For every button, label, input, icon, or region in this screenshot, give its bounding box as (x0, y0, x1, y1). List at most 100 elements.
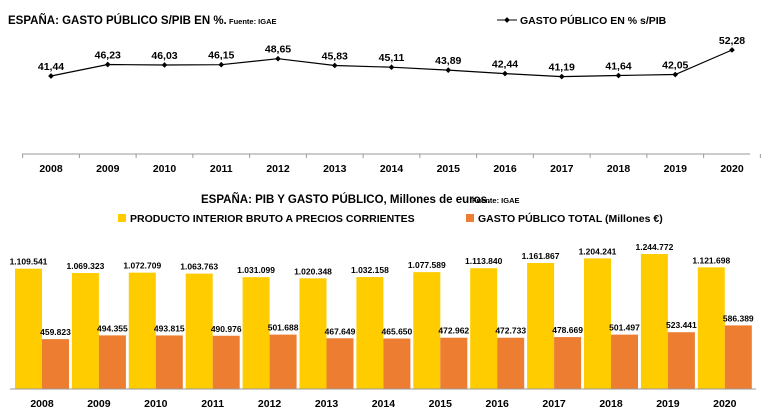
bar-x-tick-label-2010: 2010 (144, 398, 168, 410)
bar-pib-2009 (71, 273, 99, 389)
legend-swatch-gasto (466, 214, 474, 222)
bar-chart-legend: PRODUCTO INTERIOR BRUTO A PRECIOS CORRIE… (118, 212, 663, 225)
bar-x-tick-label-2008: 2008 (30, 398, 54, 410)
bar-x-tick-label-2017: 2017 (542, 398, 566, 410)
bar-chart-data-labels: 1.109.541 459.823 1.069.323 494.355 1.072.70… (10, 242, 754, 337)
bar-chart-source: Fuente: IGAE (472, 196, 520, 205)
line-point-2016 (502, 70, 508, 77)
line-point-2018 (615, 72, 622, 79)
bar-x-tick-label-2015: 2015 (429, 398, 453, 410)
bar-label-gasto-2019: 523.441 (666, 320, 697, 330)
bar-pib-2012 (242, 277, 270, 389)
bar-pib-2017 (527, 262, 555, 389)
bar-gasto-2019 (667, 332, 695, 389)
bar-chart: ESPAÑA: PIB Y GASTO PÚBLICO, Millones de… (10, 193, 756, 410)
bar-label-gasto-2018: 501.497 (609, 323, 640, 333)
line-point-2017 (558, 73, 565, 80)
bar-pib-2011 (185, 273, 213, 389)
bar-gasto-2008 (42, 339, 69, 389)
line-data-label-2015: 43,89 (435, 55, 461, 67)
bar-pib-2013 (299, 278, 327, 389)
line-data-label-2014: 45,11 (379, 52, 405, 64)
bar-label-pib-2017: 1.161.867 (522, 251, 560, 261)
bar-pib-2008 (15, 268, 42, 389)
bar-gasto-2010 (155, 335, 183, 389)
bar-label-gasto-2008: 459.823 (40, 327, 71, 337)
bar-label-pib-2018: 1.204.241 (579, 246, 617, 256)
line-chart-x-tick-labels: 2008 2009 2010 2011 2012 2013 2014 2015 2016 2017… (39, 163, 744, 175)
line-chart-legend: GASTO PÚBLICO EN % s/PIB (497, 14, 667, 27)
bar-gasto-2012 (269, 334, 297, 389)
bar-gasto-2014 (383, 338, 411, 389)
line-x-tick-label-2011: 2011 (210, 163, 233, 175)
line-x-tick-label-2016: 2016 (493, 163, 517, 175)
line-x-tick-label-2020: 2020 (720, 163, 744, 175)
line-data-label-2019: 42,05 (662, 60, 688, 72)
line-point-2020 (729, 47, 735, 53)
line-data-label-2016: 42,44 (492, 59, 518, 71)
line-chart-data-labels: 41,44 46,23 46,03 46,15 48,65 45,83 45,11 43,89… (38, 35, 745, 74)
bar-label-gasto-2017: 478.669 (552, 325, 583, 335)
bar-gasto-2016 (497, 337, 525, 389)
line-x-tick-label-2009: 2009 (96, 163, 120, 175)
line-point-2019 (672, 71, 679, 78)
legend-swatch-pib (118, 214, 126, 222)
bar-chart-title: ESPAÑA: PIB Y GASTO PÚBLICO, Millones de… (201, 193, 490, 206)
line-x-tick-label-2012: 2012 (266, 163, 290, 175)
line-data-label-2017: 41,19 (549, 62, 575, 74)
line-x-tick-label-2015: 2015 (437, 163, 461, 175)
bar-label-gasto-2013: 467.649 (325, 326, 356, 336)
legend-label-pib: PRODUCTO INTERIOR BRUTO A PRECIOS CORRIE… (130, 213, 415, 225)
bar-x-tick-label-2018: 2018 (599, 398, 623, 410)
line-point-2013 (331, 62, 338, 69)
bar-x-tick-label-2013: 2013 (315, 398, 339, 410)
line-x-tick-label-2019: 2019 (664, 163, 688, 175)
bar-label-pib-2013: 1.020.348 (294, 266, 332, 276)
bar-label-gasto-2011: 490.976 (211, 324, 242, 334)
legend-diamond-marker (504, 17, 510, 23)
line-chart-tick-marks (22, 154, 761, 158)
line-point-2015 (445, 67, 452, 73)
line-chart: ESPAÑA: GASTO PÚBLICO S/PIB EN %. Fuente… (8, 14, 761, 175)
bar-label-gasto-2012: 501.688 (268, 323, 299, 333)
legend-label-gasto-pct: GASTO PÚBLICO EN % s/PIB (520, 14, 667, 27)
bar-label-pib-2019: 1.244.772 (635, 242, 673, 252)
bar-label-gasto-2014: 465.650 (382, 326, 413, 336)
bar-gasto-2015 (440, 337, 468, 389)
bar-label-gasto-2009: 494.355 (97, 323, 128, 333)
bar-label-gasto-2016: 472.733 (495, 326, 526, 336)
bar-x-tick-label-2020: 2020 (713, 398, 737, 410)
bar-label-gasto-2010: 493.815 (154, 323, 185, 333)
line-data-label-2020: 52,28 (719, 35, 745, 47)
bar-chart-x-tick-labels: 2008 2009 2010 2011 2012 2013 2014 2015 2016 2017… (30, 398, 736, 410)
bar-pib-2016 (470, 268, 498, 389)
line-data-label-2009: 46,23 (95, 50, 121, 62)
line-point-2010 (161, 62, 168, 68)
line-point-2012 (275, 55, 281, 62)
bar-chart-bars (15, 254, 752, 389)
line-data-label-2013: 45,83 (322, 50, 348, 62)
bar-gasto-2017 (554, 337, 582, 389)
line-point-2014 (388, 64, 395, 71)
bar-label-pib-2008: 1.109.541 (10, 257, 48, 267)
line-chart-source: Fuente: IGAE (229, 17, 277, 26)
line-x-tick-label-2013: 2013 (323, 163, 347, 175)
bar-x-tick-label-2011: 2011 (201, 398, 224, 410)
bar-pib-2014 (356, 277, 384, 389)
line-x-tick-label-2014: 2014 (380, 163, 404, 175)
line-x-tick-label-2018: 2018 (607, 163, 631, 175)
bar-label-pib-2010: 1.072.709 (123, 261, 161, 271)
bar-pib-2015 (413, 272, 441, 389)
bar-pib-2019 (640, 254, 668, 389)
bar-x-tick-label-2016: 2016 (486, 398, 510, 410)
line-x-tick-label-2010: 2010 (153, 163, 177, 175)
bar-label-pib-2009: 1.069.323 (66, 261, 104, 271)
line-data-label-2012: 48,65 (265, 44, 291, 56)
line-data-label-2010: 46,03 (151, 50, 177, 62)
bar-label-pib-2015: 1.077.589 (408, 260, 446, 270)
line-x-tick-label-2017: 2017 (550, 163, 574, 175)
bar-label-pib-2016: 1.113.840 (465, 256, 503, 266)
bar-x-tick-label-2012: 2012 (258, 398, 282, 410)
